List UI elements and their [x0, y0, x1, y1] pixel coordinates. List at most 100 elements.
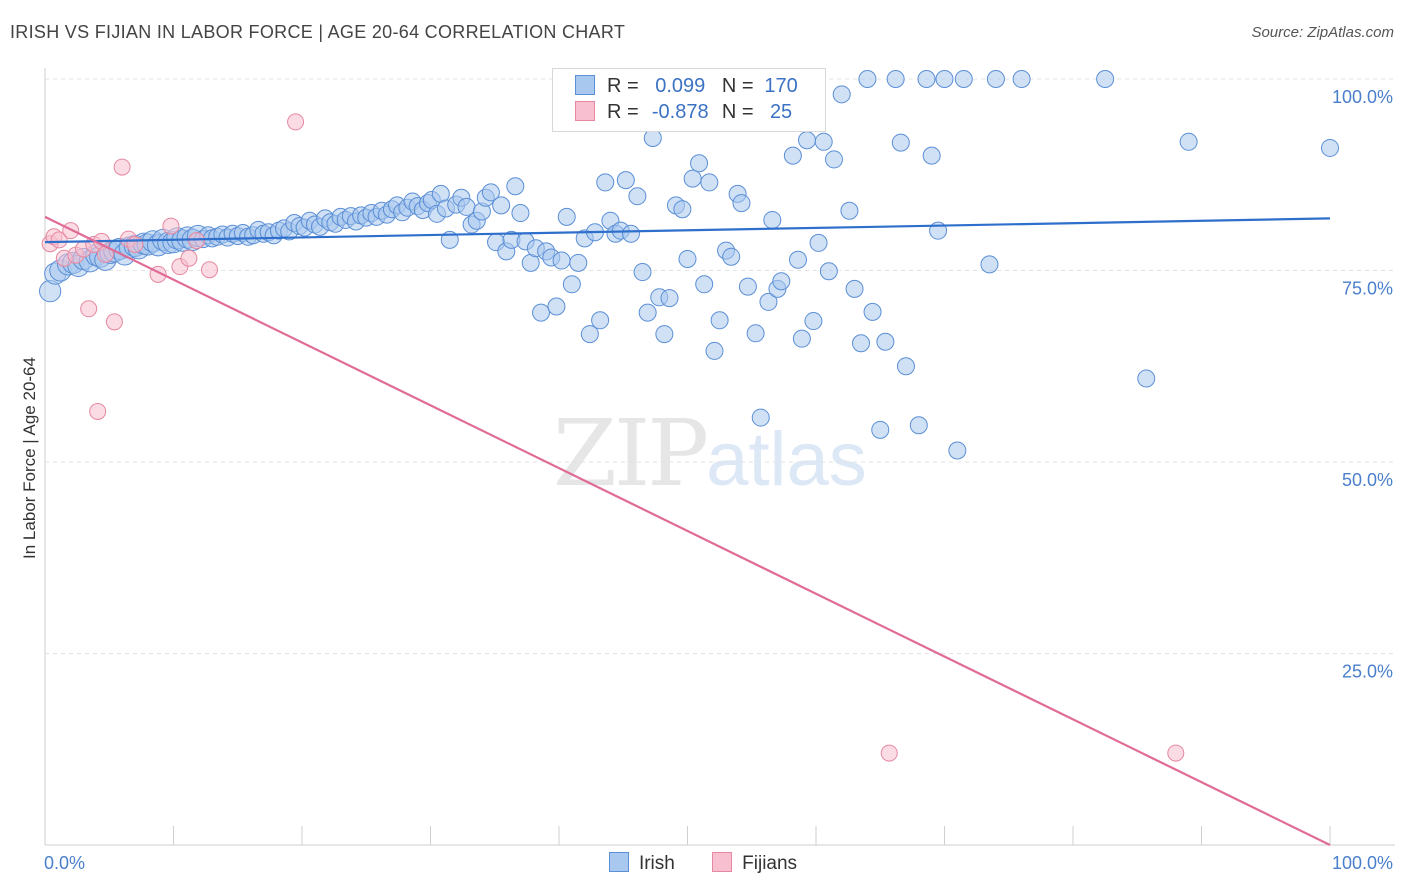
- irish-point: [845, 279, 864, 298]
- series-legend: Irish Fijians: [0, 852, 1406, 875]
- irish-r-value: 0.099: [655, 75, 706, 97]
- irish-point: [738, 277, 757, 296]
- fijian-point: [880, 744, 898, 762]
- irish-point: [1096, 70, 1115, 88]
- irish-point: [690, 154, 709, 173]
- fijian-point: [105, 313, 123, 331]
- irish-point: [954, 70, 973, 88]
- legend-swatch-fijian: [712, 852, 733, 872]
- irish-point: [804, 312, 823, 331]
- irish-point: [917, 70, 936, 88]
- irish-point: [655, 325, 674, 344]
- fijian-trend-line: [44, 215, 1331, 846]
- irish-point: [643, 128, 662, 147]
- chart-title: IRISH VS FIJIAN IN LABOR FORCE | AGE 20-…: [10, 22, 626, 42]
- irish-point: [673, 200, 692, 219]
- y-tick-label: 100.0%: [1332, 87, 1393, 107]
- legend-label-irish: Irish: [638, 853, 675, 874]
- fijian-n-label: N =: [721, 101, 754, 123]
- legend-swatch-irish: [608, 852, 629, 872]
- axes: [44, 68, 1395, 846]
- irish-point: [922, 146, 941, 165]
- legend-row-fijian: R = -0.878 N = 25: [575, 101, 803, 127]
- irish-point: [1012, 70, 1031, 88]
- irish-point: [751, 408, 770, 427]
- fijian-point: [180, 249, 198, 267]
- irish-point: [909, 416, 928, 435]
- irish-point: [580, 325, 599, 344]
- irish-point: [596, 173, 615, 192]
- fijian-point: [188, 232, 206, 250]
- irish-point: [1137, 369, 1156, 388]
- irish-point: [562, 275, 581, 294]
- irish-point: [824, 150, 843, 169]
- irish-point: [532, 303, 551, 322]
- watermark-atlas: atlas: [706, 417, 867, 502]
- irish-point: [700, 173, 719, 192]
- irish-point: [1179, 132, 1198, 151]
- irish-point: [557, 207, 576, 226]
- fijian-n-value: 25: [769, 101, 793, 123]
- irish-point: [621, 224, 640, 243]
- irish-point: [886, 70, 905, 88]
- fijian-point: [113, 158, 131, 176]
- irish-point: [876, 332, 895, 351]
- fijian-swatch: [575, 101, 595, 121]
- irish-point: [871, 420, 890, 439]
- fijian-point: [287, 113, 305, 131]
- irish-point: [891, 133, 910, 152]
- fijian-point: [200, 261, 218, 279]
- fijian-point: [162, 217, 180, 235]
- irish-point: [935, 70, 954, 88]
- legend-item-irish: Irish: [608, 852, 675, 875]
- irish-point: [552, 251, 571, 270]
- irish-point: [547, 297, 566, 316]
- irish-point: [678, 250, 697, 269]
- irish-point: [772, 272, 791, 291]
- irish-point: [492, 196, 511, 215]
- irish-point: [809, 233, 828, 252]
- x-tick-label-min: 0.0%: [44, 853, 85, 873]
- irish-point: [705, 341, 724, 360]
- y-tick-label: 50.0%: [1342, 470, 1393, 490]
- irish-point: [695, 275, 714, 294]
- irish-point: [792, 329, 811, 348]
- irish-point: [832, 85, 851, 104]
- irish-swatch: [575, 75, 595, 95]
- y-axis-label: In Labor Force | Age 20-64: [20, 357, 39, 559]
- irish-trend-line: [44, 217, 1331, 244]
- fijian-r-label: R =: [607, 101, 639, 123]
- irish-point: [746, 324, 765, 343]
- irish-point: [948, 441, 967, 460]
- watermark-zip: ZIP: [553, 400, 709, 507]
- irish-point: [591, 311, 610, 330]
- fijian-point: [89, 402, 107, 420]
- irish-point: [722, 247, 741, 266]
- legend-item-fijian: Fijians: [712, 852, 797, 875]
- irish-n-label: N =: [721, 75, 754, 97]
- irish-point: [763, 210, 782, 229]
- stats-legend: R = 0.099 N = 170 R = -0.878 N = 25: [552, 68, 826, 132]
- irish-point: [660, 289, 679, 308]
- fijian-point: [62, 222, 80, 240]
- irish-point: [638, 303, 657, 322]
- fijian-r-value: -0.878: [651, 101, 709, 123]
- tick-labels: 25.0% 50.0% 75.0% 100.0% 0.0% 100.0%: [44, 87, 1393, 873]
- irish-point: [851, 334, 870, 353]
- irish-point: [980, 255, 999, 274]
- x-tick-label-max: 100.0%: [1332, 853, 1393, 873]
- fijian-points: [41, 113, 1185, 762]
- irish-point: [683, 169, 702, 188]
- irish-point: [863, 302, 882, 321]
- fijian-point: [50, 231, 68, 249]
- irish-point: [759, 292, 778, 311]
- trend-lines: [44, 215, 1331, 846]
- irish-point: [840, 201, 859, 220]
- y-tick-label: 25.0%: [1342, 662, 1393, 682]
- irish-point: [814, 132, 833, 151]
- watermark: ZIPatlas: [553, 400, 867, 507]
- irish-point: [616, 171, 635, 190]
- irish-point: [633, 263, 652, 282]
- fijian-point: [1167, 744, 1185, 762]
